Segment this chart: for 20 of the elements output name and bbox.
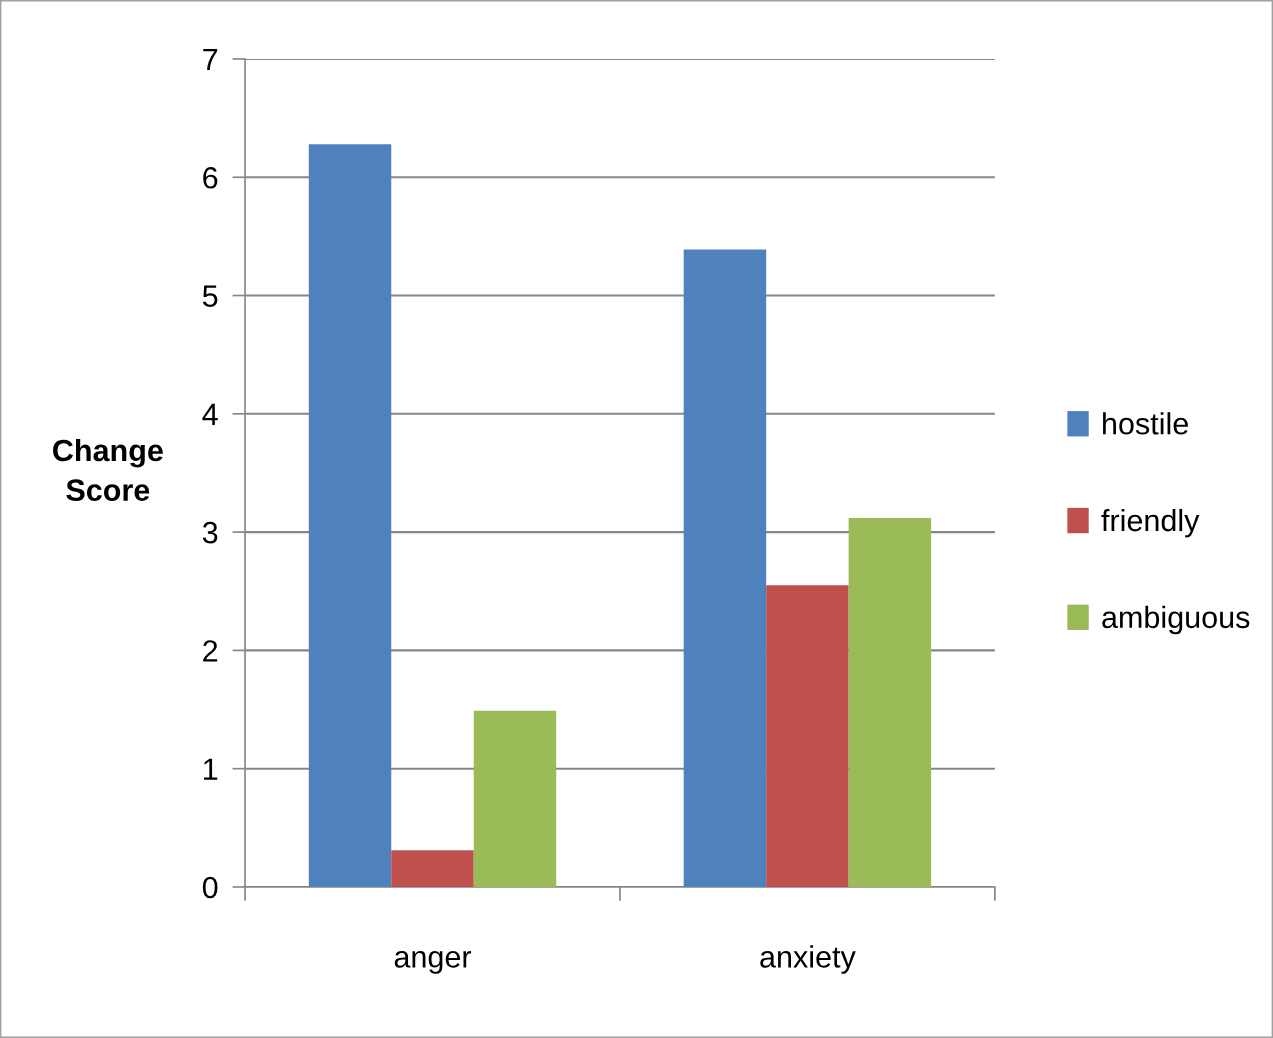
bar bbox=[848, 517, 932, 887]
x-tick-label: anxiety bbox=[760, 945, 856, 974]
y-tick-label: 3 bbox=[202, 521, 218, 544]
y-tick-label: 6 bbox=[203, 166, 218, 189]
y-axis-title: Change Score bbox=[53, 438, 163, 502]
bar bbox=[308, 144, 392, 887]
bar bbox=[391, 850, 474, 887]
y-tick-label: 7 bbox=[203, 49, 218, 71]
y-tick-label: 5 bbox=[202, 285, 218, 307]
bar bbox=[473, 710, 557, 887]
bar bbox=[766, 585, 849, 887]
bar bbox=[683, 249, 767, 887]
legend-label: friendly bbox=[1101, 508, 1200, 538]
legend-label: hostile bbox=[1103, 412, 1188, 435]
legend-label: ambiguous bbox=[1102, 605, 1250, 635]
y-tick-label: 0 bbox=[202, 876, 218, 899]
y-tick-label: 4 bbox=[202, 403, 218, 425]
y-tick-label: 2 bbox=[203, 640, 218, 662]
x-tick-label: anger bbox=[394, 951, 472, 974]
y-tick-label: 1 bbox=[204, 758, 218, 780]
